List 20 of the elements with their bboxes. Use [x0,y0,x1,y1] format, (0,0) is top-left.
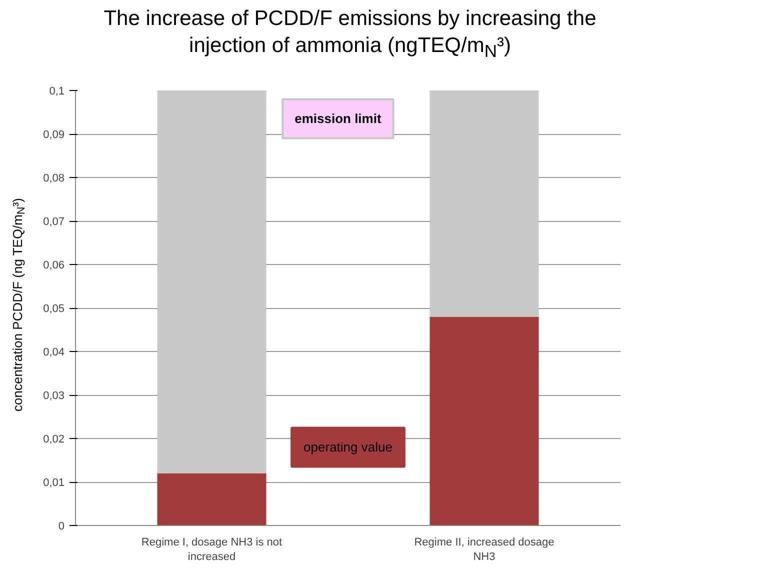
text: operating value [304,440,392,455]
bar [430,316,539,526]
y-tick-label: 0,1 [49,86,65,98]
y-tick-label: 0,07 [43,216,65,228]
y-tick-label: 0,02 [43,434,65,446]
y-tick-label: 0,04 [43,346,65,358]
chart-title: The increase of PCDD/F emissions by increasing the injection of ammonia (ngTEQ/m$_{N}$³) [102,6,598,64]
y-tick-label: 0,06 [43,260,65,272]
bar [430,90,539,317]
y-tick-label: 0,05 [43,303,65,315]
bar [157,473,266,526]
y-tick-label: 0,01 [43,477,65,489]
text: emission limit [294,111,382,126]
y-tick-label: 0,08 [43,172,65,184]
y-tick-label: 0,09 [43,129,65,141]
x-tick-label: Regime II, increased dosage NH3 [414,536,554,563]
bar [157,90,266,474]
y-tick-label: 0,03 [43,390,65,402]
x-tick-label: Regime I, dosage NH3 is not increased [141,536,282,563]
y-tick-label: 0 [58,520,65,532]
